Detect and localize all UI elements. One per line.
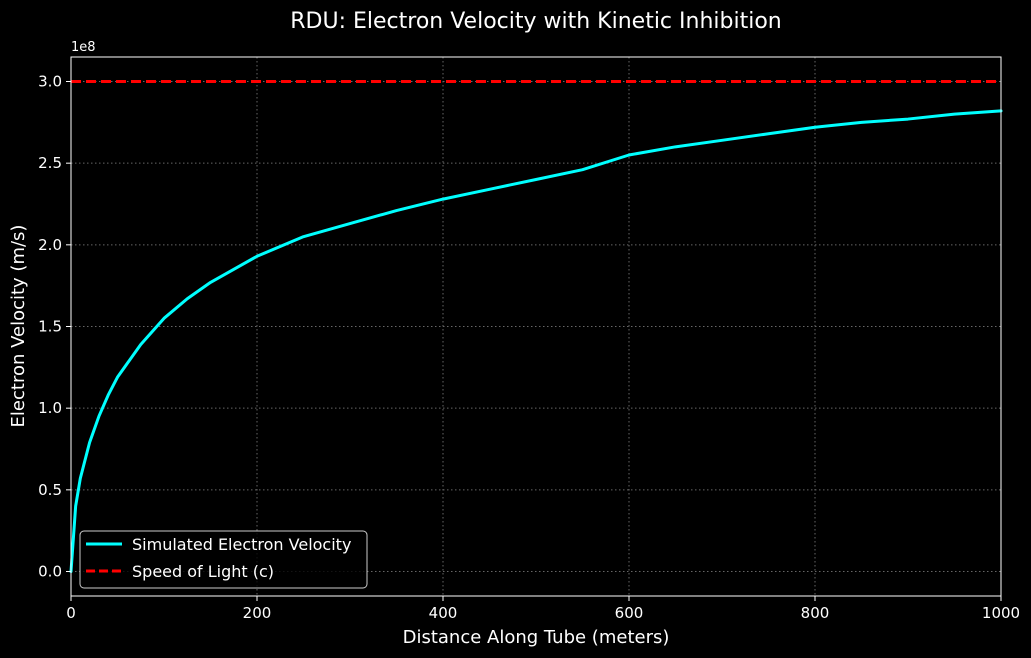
y-tick-label-1: 0.5 [38, 481, 62, 499]
chart-title: RDU: Electron Velocity with Kinetic Inhi… [290, 9, 781, 34]
legend-label-light: Speed of Light (c) [132, 562, 274, 581]
x-tick-label-2: 400 [429, 604, 458, 622]
x-tick-label-3: 600 [615, 604, 644, 622]
x-tick-label-5: 1000 [982, 604, 1020, 622]
ticks: 0 200 400 600 800 1000 0.0 0.5 1.0 1.5 2.0 2.5 3.0 [38, 73, 1020, 623]
y-tick-label-6: 3.0 [38, 73, 62, 91]
x-tick-label-0: 0 [66, 604, 76, 622]
legend-box [79, 530, 368, 589]
y-axis-label: Electron Velocity (m/s) [8, 225, 29, 428]
x-tick-label-4: 800 [801, 604, 830, 622]
x-tick-label-1: 200 [243, 604, 272, 622]
velocity-line [69, 109, 1003, 573]
y-tick-label-5: 2.5 [38, 154, 62, 172]
legend: Simulated Electron Velocity Speed of Lig… [79, 530, 368, 589]
x-axis-label: Distance Along Tube (meters) [403, 627, 670, 648]
y-tick-label-3: 1.5 [38, 318, 62, 336]
plot-area [69, 80, 1003, 573]
y-tick-label-2: 1.0 [38, 399, 62, 417]
y-axis-offset-label: 1e8 [71, 40, 96, 55]
y-tick-label-4: 2.0 [38, 236, 62, 254]
y-tick-label-0: 0.0 [38, 563, 62, 581]
legend-label-velocity: Simulated Electron Velocity [132, 535, 351, 554]
